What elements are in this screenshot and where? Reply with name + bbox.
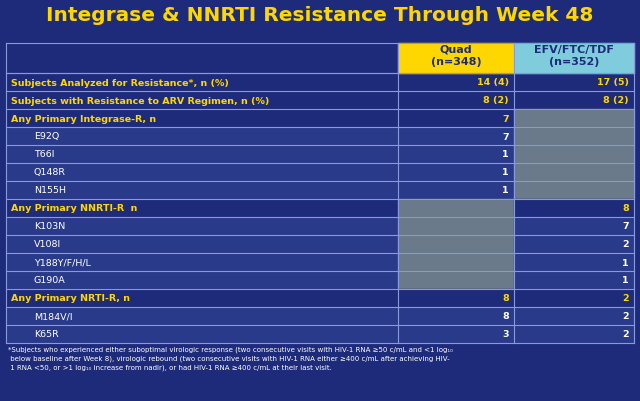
- Text: 1: 1: [502, 150, 509, 159]
- Bar: [398, 235, 514, 253]
- Bar: [6, 146, 398, 164]
- Text: 14 (4): 14 (4): [477, 78, 509, 87]
- Bar: [398, 92, 514, 110]
- Bar: [398, 146, 514, 164]
- Text: Any Primary NRTI-R, n: Any Primary NRTI-R, n: [11, 294, 130, 303]
- Bar: [514, 182, 634, 200]
- Text: Integrase & NNRTI Resistance Through Week 48: Integrase & NNRTI Resistance Through Wee…: [46, 6, 594, 25]
- Bar: [398, 271, 514, 289]
- Bar: [6, 289, 398, 307]
- Text: 1: 1: [502, 168, 509, 177]
- Bar: [514, 164, 634, 182]
- Text: *Subjects who experienced either suboptimal virologic response (two consecutive : *Subjects who experienced either subopti…: [8, 346, 453, 370]
- Bar: [6, 271, 398, 289]
- Bar: [6, 235, 398, 253]
- Bar: [398, 217, 514, 235]
- Text: 8 (2): 8 (2): [604, 96, 629, 105]
- Text: K65R: K65R: [34, 330, 59, 339]
- Bar: [514, 44, 634, 74]
- Bar: [514, 235, 634, 253]
- Bar: [398, 307, 514, 325]
- Text: Subjects with Resistance to ARV Regimen, n (%): Subjects with Resistance to ARV Regimen,…: [11, 96, 269, 105]
- Bar: [6, 164, 398, 182]
- Text: 1: 1: [622, 276, 629, 285]
- Bar: [6, 128, 398, 146]
- Text: 1: 1: [502, 186, 509, 195]
- Text: K103N: K103N: [34, 222, 65, 231]
- Text: N155H: N155H: [34, 186, 66, 195]
- Bar: [398, 325, 514, 343]
- Bar: [6, 182, 398, 200]
- Text: Subjects Analyzed for Resistance*, n (%): Subjects Analyzed for Resistance*, n (%): [11, 78, 229, 87]
- Text: M184V/I: M184V/I: [34, 312, 72, 321]
- Bar: [6, 217, 398, 235]
- Text: 2: 2: [622, 312, 629, 321]
- Text: 8: 8: [502, 312, 509, 321]
- Bar: [398, 128, 514, 146]
- Bar: [398, 74, 514, 92]
- Text: 2: 2: [622, 240, 629, 249]
- Bar: [398, 289, 514, 307]
- Bar: [398, 44, 514, 74]
- Text: EFV/FTC/TDF
(n=352): EFV/FTC/TDF (n=352): [534, 45, 614, 67]
- Bar: [514, 146, 634, 164]
- Bar: [6, 110, 398, 128]
- Text: 3: 3: [502, 330, 509, 339]
- Bar: [398, 164, 514, 182]
- Bar: [6, 92, 398, 110]
- Text: G190A: G190A: [34, 276, 66, 285]
- Bar: [514, 271, 634, 289]
- Text: Any Primary NNRTI-R  n: Any Primary NNRTI-R n: [11, 204, 138, 213]
- Text: V108I: V108I: [34, 240, 61, 249]
- Bar: [514, 128, 634, 146]
- Bar: [6, 253, 398, 271]
- Text: 7: 7: [622, 222, 629, 231]
- Text: 17 (5): 17 (5): [597, 78, 629, 87]
- Text: T66I: T66I: [34, 150, 54, 159]
- Text: Any Primary Integrase-R, n: Any Primary Integrase-R, n: [11, 114, 156, 123]
- Bar: [514, 253, 634, 271]
- Bar: [398, 253, 514, 271]
- Bar: [514, 92, 634, 110]
- Bar: [6, 325, 398, 343]
- Bar: [514, 289, 634, 307]
- Bar: [6, 74, 398, 92]
- Bar: [514, 217, 634, 235]
- Bar: [6, 200, 398, 217]
- Text: 8: 8: [502, 294, 509, 303]
- Bar: [6, 307, 398, 325]
- Bar: [514, 325, 634, 343]
- Text: Y188Y/F/H/L: Y188Y/F/H/L: [34, 258, 91, 267]
- Text: 8: 8: [622, 204, 629, 213]
- Bar: [398, 110, 514, 128]
- Text: 1: 1: [622, 258, 629, 267]
- Text: Q148R: Q148R: [34, 168, 66, 177]
- Text: 7: 7: [502, 132, 509, 141]
- Text: 2: 2: [622, 294, 629, 303]
- Bar: [514, 200, 634, 217]
- Text: E92Q: E92Q: [34, 132, 60, 141]
- Text: 2: 2: [622, 330, 629, 339]
- Bar: [398, 200, 514, 217]
- Text: Quad
(n=348): Quad (n=348): [431, 45, 481, 67]
- Text: 7: 7: [502, 114, 509, 123]
- Bar: [514, 307, 634, 325]
- Bar: [398, 182, 514, 200]
- Bar: [514, 74, 634, 92]
- Text: 8 (2): 8 (2): [483, 96, 509, 105]
- Bar: [514, 110, 634, 128]
